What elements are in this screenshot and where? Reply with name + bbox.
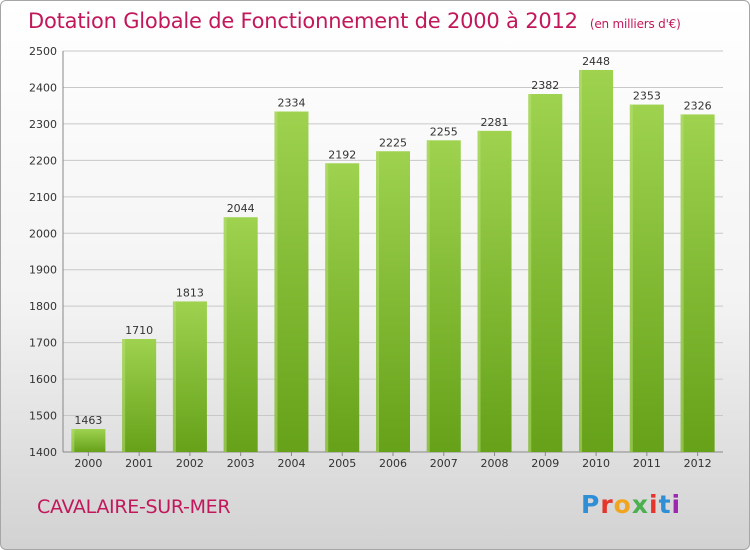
x-tick-label: 2003 <box>227 457 255 470</box>
bar <box>680 114 715 452</box>
y-tick-label: 2300 <box>29 118 57 131</box>
logo-letter: t <box>658 490 672 519</box>
bar-highlight <box>71 429 75 452</box>
bar-highlight <box>477 130 481 452</box>
bar-highlight <box>528 94 532 453</box>
data-label: 2044 <box>227 202 255 215</box>
x-tick-label: 2000 <box>74 457 102 470</box>
data-label: 1710 <box>125 324 153 337</box>
data-label: 2353 <box>633 90 661 103</box>
bar <box>223 217 258 452</box>
commune-name: CAVALAIRE-SUR-MER <box>37 496 231 518</box>
data-label: 2334 <box>277 97 305 110</box>
x-axis: 2000 2001 2002 2003 2004 2005 2006 2007 2008 2009… <box>74 452 712 470</box>
bar-highlight <box>122 338 126 452</box>
y-tick-label: 2000 <box>29 227 57 240</box>
logo-letter: i <box>649 490 659 519</box>
chart-unit: (en milliers d'€) <box>589 17 681 31</box>
x-tick-label: 2002 <box>176 457 204 470</box>
y-tick-label: 1900 <box>29 264 57 277</box>
bar-highlight <box>223 217 227 452</box>
chart-title-block: Dotation Globale de Fonctionnement de 20… <box>28 9 681 33</box>
bar <box>477 130 512 452</box>
x-tick-label: 2009 <box>531 457 559 470</box>
logo-letter: P <box>581 490 601 519</box>
x-tick-label: 2007 <box>430 457 458 470</box>
x-tick-label: 2006 <box>379 457 407 470</box>
data-label: 1813 <box>176 286 204 299</box>
bar <box>528 94 563 453</box>
data-labels: 1463 1710 1813 2044 2334 2192 2225 2255 2281 2382… <box>74 55 711 427</box>
proxiti-logo: Proxiti <box>581 490 681 519</box>
bar-highlight <box>680 114 684 452</box>
bar <box>629 104 664 452</box>
bars <box>71 69 715 453</box>
bar-highlight <box>629 104 633 452</box>
data-label: 2225 <box>379 136 407 149</box>
y-tick-label: 2500 <box>29 45 57 58</box>
x-tick-label: 2010 <box>582 457 610 470</box>
bar-highlight <box>274 111 278 453</box>
y-tick-label: 2100 <box>29 191 57 204</box>
data-label: 2255 <box>430 125 458 138</box>
logo-letter: o <box>613 490 632 519</box>
bar-highlight <box>376 151 379 452</box>
y-tick-label: 2200 <box>29 154 57 167</box>
bar <box>426 140 461 452</box>
logo-letter: i <box>671 490 682 519</box>
bar <box>376 151 410 452</box>
bar <box>71 429 106 452</box>
bar-highlight <box>426 140 430 452</box>
y-tick-label: 1700 <box>29 337 57 350</box>
bar <box>579 69 614 452</box>
bar <box>172 301 207 452</box>
y-tick-label: 1400 <box>29 446 57 459</box>
x-tick-label: 2004 <box>277 457 305 470</box>
y-tick-label: 1500 <box>29 410 57 423</box>
y-tick-label: 2400 <box>29 81 57 94</box>
bar <box>325 163 360 452</box>
x-tick-label: 2008 <box>481 457 509 470</box>
logo-letter: x <box>631 490 649 519</box>
chart-title: Dotation Globale de Fonctionnement de 20… <box>28 9 578 33</box>
x-tick-label: 2011 <box>633 457 661 470</box>
y-tick-label: 1800 <box>29 300 57 313</box>
logo-letter: r <box>600 490 614 519</box>
bar-highlight <box>172 301 176 452</box>
x-tick-label: 2012 <box>684 457 712 470</box>
bar <box>122 338 157 452</box>
data-label: 1463 <box>74 414 102 427</box>
x-tick-label: 2005 <box>328 457 356 470</box>
data-label: 2382 <box>531 79 559 92</box>
data-label: 2281 <box>481 116 509 129</box>
data-label: 2192 <box>328 148 356 161</box>
data-label: 2326 <box>684 99 712 112</box>
bar <box>274 111 309 453</box>
x-tick-label: 2001 <box>125 457 153 470</box>
bar-highlight <box>579 69 583 452</box>
data-label: 2448 <box>582 55 610 68</box>
y-tick-label: 1600 <box>29 373 57 386</box>
bar-highlight <box>325 163 329 452</box>
